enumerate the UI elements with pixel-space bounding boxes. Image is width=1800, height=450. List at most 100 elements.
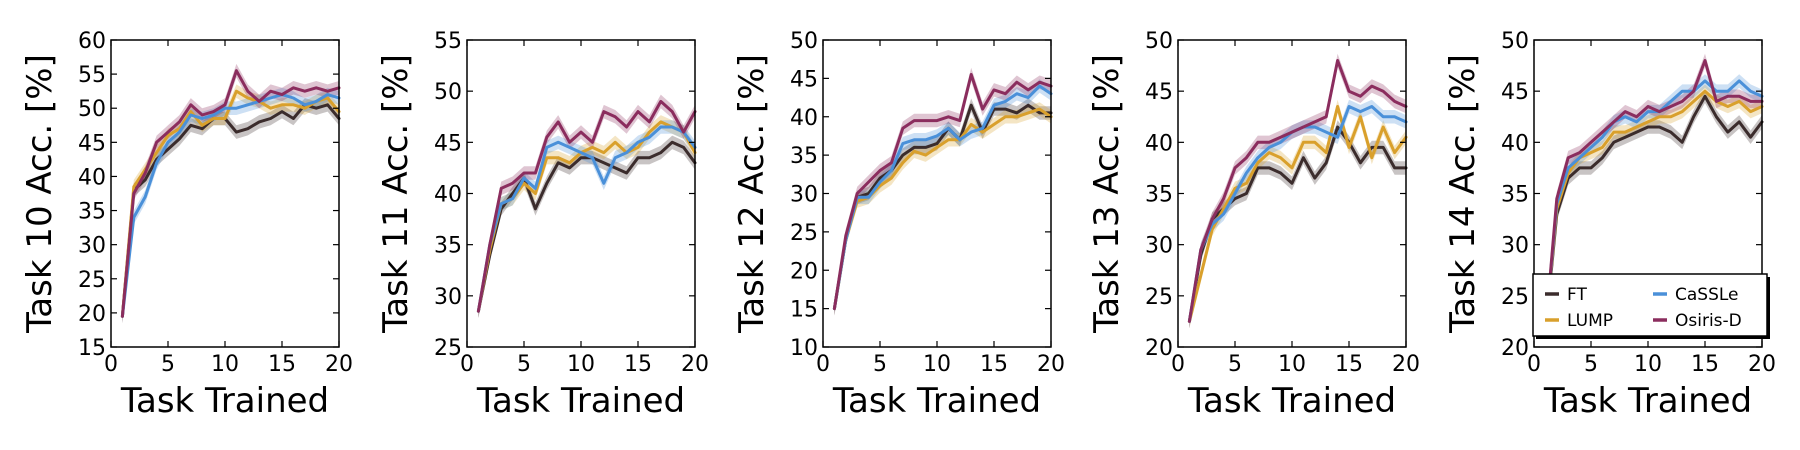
data-point-lump	[1279, 156, 1282, 159]
data-point-cassle	[867, 196, 870, 199]
band-cassle	[1189, 99, 1406, 329]
x-tick-label: 5	[873, 352, 887, 377]
data-point-cassle	[671, 126, 673, 128]
data-point-lump	[1325, 151, 1327, 154]
data-point-osiris-d	[936, 119, 938, 122]
data-point-osiris-d	[477, 310, 480, 313]
data-point-ft	[637, 156, 639, 159]
series-line-ft	[832, 103, 1053, 311]
data-point-osiris-d	[580, 131, 582, 133]
data-point-ft	[614, 167, 616, 169]
data-point-ft	[1325, 162, 1327, 164]
y-tick-label: 45	[78, 131, 106, 156]
data-point-ft	[1382, 146, 1384, 149]
data-point-ft	[1681, 141, 1683, 144]
band-osiris-d	[1189, 53, 1406, 329]
data-point-osiris-d	[235, 69, 238, 72]
x-tick-label: 10	[1278, 352, 1306, 377]
data-point-cassle	[1382, 116, 1384, 118]
data-point-osiris-d	[247, 90, 249, 92]
data-point-lump	[1635, 126, 1638, 128]
data-point-osiris-d	[648, 121, 651, 123]
data-point-ft	[1027, 104, 1029, 106]
data-point-lump	[1348, 146, 1350, 149]
data-point-lump	[637, 146, 639, 149]
series-line-cassle	[832, 84, 1053, 311]
y-tick-label: 20	[790, 259, 818, 284]
y-tick-label: 10	[790, 336, 818, 361]
data-point-cassle	[1245, 172, 1248, 174]
x-axis-title: Task Trained	[120, 381, 329, 421]
data-point-osiris-d	[1613, 121, 1615, 123]
data-point-ft	[315, 107, 318, 109]
data-point-ft	[281, 110, 283, 113]
data-point-cassle	[947, 127, 950, 130]
data-point-lump	[614, 141, 616, 144]
data-point-cassle	[1681, 90, 1683, 92]
data-point-ft	[625, 172, 628, 174]
data-point-lump	[212, 117, 215, 120]
series-line-osiris-d	[832, 73, 1053, 311]
y-tick-label: 45	[1501, 80, 1529, 105]
data-point-osiris-d	[625, 126, 628, 128]
data-point-cassle	[993, 104, 995, 106]
data-point-ft	[1670, 131, 1672, 133]
data-point-osiris-d	[1567, 156, 1569, 159]
data-point-ft	[258, 121, 261, 123]
data-point-cassle	[212, 114, 215, 116]
data-point-osiris-d	[1738, 95, 1740, 98]
data-point-osiris-d	[671, 110, 673, 113]
data-point-cassle	[534, 187, 537, 190]
data-point-ft	[1245, 192, 1248, 195]
data-point-osiris-d	[1578, 151, 1581, 154]
data-point-osiris-d	[304, 90, 306, 92]
data-point-ft	[879, 177, 881, 179]
data-point-lump	[1268, 151, 1270, 154]
data-point-lump	[1647, 121, 1649, 123]
data-point-osiris-d	[489, 243, 491, 246]
data-point-cassle	[133, 216, 135, 219]
data-point-cassle	[1715, 90, 1718, 92]
band-cassle	[834, 79, 1051, 316]
data-point-ft	[1393, 167, 1396, 169]
x-tick-label: 0	[816, 352, 830, 377]
data-point-cassle	[1234, 192, 1236, 195]
data-point-osiris-d	[1635, 116, 1638, 118]
data-point-ft	[913, 146, 915, 149]
y-tick-label: 30	[1145, 234, 1173, 259]
data-point-lump	[1692, 100, 1695, 103]
data-point-ft	[1291, 182, 1293, 185]
data-point-lump	[534, 192, 537, 195]
data-point-cassle	[1590, 146, 1592, 149]
data-point-ft	[235, 131, 238, 133]
data-point-cassle	[1704, 80, 1706, 82]
data-point-cassle	[235, 107, 238, 109]
y-tick-label: 45	[1145, 80, 1173, 105]
data-point-osiris-d	[1670, 105, 1672, 108]
y-axis-title: Task 14 Acc. [%]	[1443, 54, 1483, 334]
data-point-lump	[890, 177, 893, 179]
y-tick-label: 45	[790, 67, 818, 92]
series-line-ft	[476, 140, 697, 313]
legend-box	[1532, 273, 1768, 337]
data-point-osiris-d	[981, 108, 984, 110]
data-point-lump	[1590, 151, 1592, 154]
data-point-cassle	[981, 127, 984, 130]
data-point-cassle	[1738, 80, 1740, 82]
data-point-osiris-d	[1393, 100, 1396, 103]
data-point-lump	[1211, 228, 1213, 231]
y-tick-label: 30	[1501, 234, 1529, 259]
x-tick-label: 0	[104, 352, 118, 377]
data-point-cassle	[1016, 92, 1018, 95]
data-point-ft	[1016, 112, 1018, 114]
data-point-cassle	[890, 169, 893, 172]
data-point-cassle	[1601, 136, 1604, 138]
series-line-cassle	[120, 93, 341, 318]
data-point-lump	[648, 131, 651, 133]
data-point-lump	[326, 97, 329, 99]
data-point-lump	[1670, 116, 1672, 118]
data-point-osiris-d	[167, 131, 169, 133]
data-point-cassle	[936, 135, 938, 137]
data-point-osiris-d	[913, 119, 915, 122]
data-point-ft	[1749, 136, 1752, 138]
